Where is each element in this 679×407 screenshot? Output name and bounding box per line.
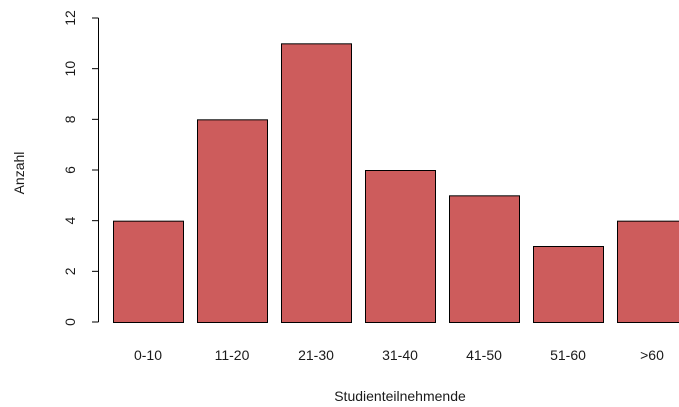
y-tick-label-4: 4 [62,217,78,225]
y-axis-label: Anzahl [11,152,27,195]
y-tick-label-6: 6 [62,166,78,174]
y-tick-label-8: 8 [62,115,78,123]
x-tick-label-31-40: 31-40 [382,347,418,363]
y-tick-label-10: 10 [62,61,78,77]
x-tick-label->60: >60 [640,347,664,363]
x-tick-label-41-50: 41-50 [466,347,502,363]
y-axis: 0 2 4 6 8 10 12 [62,10,99,326]
bar-51-60 [533,246,604,323]
bar-21-30 [281,43,352,323]
y-tick-label-0: 0 [62,318,78,326]
x-tick-label-21-30: 21-30 [298,347,334,363]
x-tick-label-0-10: 0-10 [134,347,162,363]
bar-31-40 [365,170,436,323]
x-axis-label: Studienteilnehmende [334,388,466,404]
x-tick-label-11-20: 11-20 [215,347,250,363]
y-tick-label-12: 12 [62,10,78,26]
bar-0-10 [113,220,184,324]
bars-group [113,43,679,324]
bar->60 [617,220,679,324]
y-tick-label-2: 2 [62,267,78,275]
x-tick-labels: 0-10 11-20 21-30 31-40 41-50 51-60 >60 [134,347,664,363]
x-tick-label-51-60: 51-60 [550,347,586,363]
bar-11-20 [197,119,268,324]
bar-41-50 [449,195,520,323]
